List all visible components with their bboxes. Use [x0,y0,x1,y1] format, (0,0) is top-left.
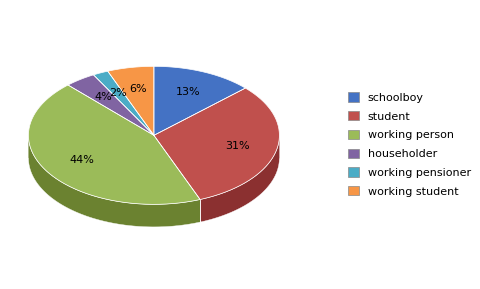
Text: 31%: 31% [225,140,249,151]
Text: 2%: 2% [108,88,126,98]
Polygon shape [154,88,279,199]
Polygon shape [28,85,200,204]
Text: 44%: 44% [69,155,94,166]
Polygon shape [68,75,154,135]
Text: 13%: 13% [175,87,200,97]
Polygon shape [200,136,279,222]
Polygon shape [154,66,245,135]
Text: 4%: 4% [95,92,112,102]
Polygon shape [108,66,154,135]
Legend: schoolboy, student, working person, householder, working pensioner, working stud: schoolboy, student, working person, hous… [347,92,469,197]
Text: 6%: 6% [129,84,146,94]
Polygon shape [93,71,154,135]
Polygon shape [28,136,200,227]
